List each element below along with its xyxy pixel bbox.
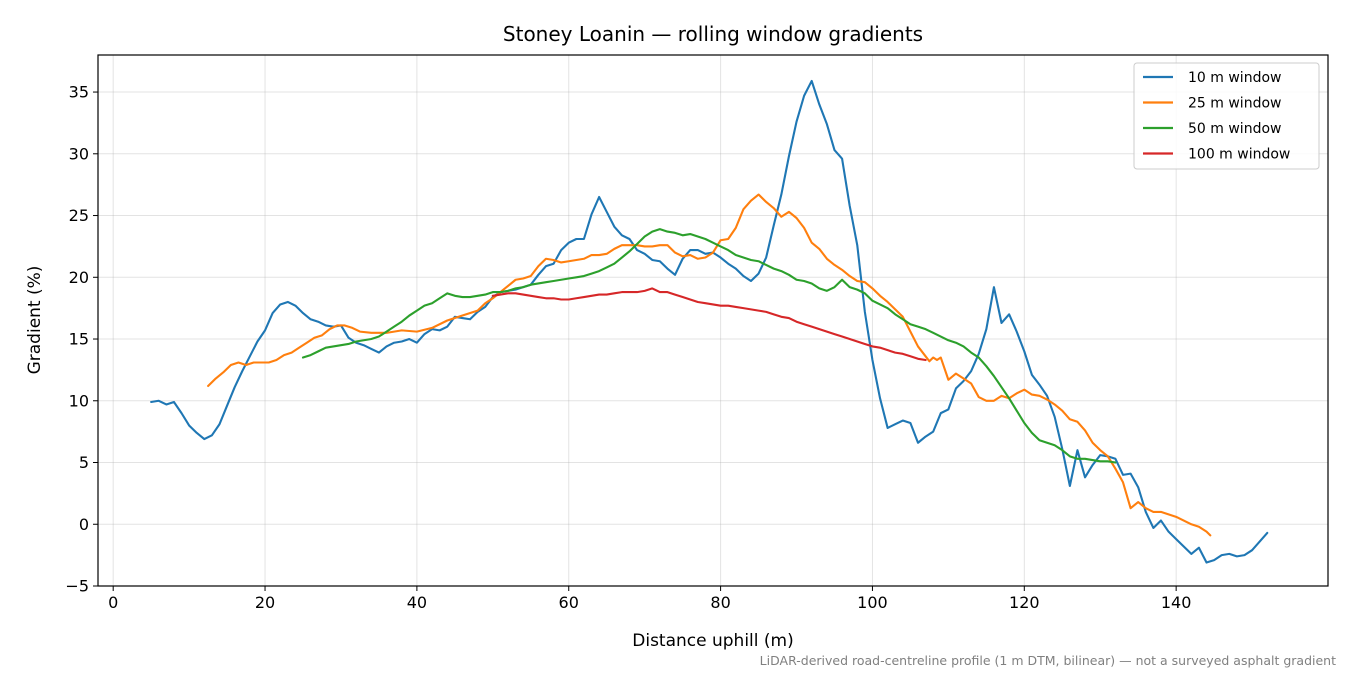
- y-tick-label: 15: [69, 330, 89, 349]
- x-tick-label: 60: [559, 593, 579, 612]
- y-tick-label: 5: [79, 453, 89, 472]
- legend-label: 100 m window: [1188, 147, 1290, 163]
- series-line-25-m-window: [207, 193, 1212, 537]
- y-tick-label: 20: [69, 268, 89, 287]
- x-tick-label: 120: [1009, 593, 1040, 612]
- y-tick-label: 10: [69, 391, 89, 410]
- x-tick-label: 100: [857, 593, 888, 612]
- x-axis-ticks: 0 20 40 60 80 100 120 140: [108, 586, 1191, 612]
- x-tick-label: 80: [710, 593, 730, 612]
- y-tick-label: 35: [69, 83, 89, 102]
- legend-box: [1133, 62, 1320, 170]
- footnote: LiDAR-derived road-centreline profile (1…: [760, 653, 1336, 668]
- x-tick-label: 20: [255, 593, 275, 612]
- x-tick-label: 140: [1161, 593, 1192, 612]
- series-lines: [150, 79, 1269, 564]
- x-tick-label: 40: [407, 593, 427, 612]
- y-axis-ticks: −5 0 5 10 15 20 25 30 35: [65, 83, 98, 596]
- series-line-100-m-window: [491, 287, 927, 362]
- plot-frame: [97, 54, 1329, 587]
- x-tick-label: 0: [108, 593, 118, 612]
- x-axis-title: Distance uphill (m): [632, 631, 793, 651]
- y-tick-label: 30: [69, 144, 89, 163]
- y-axis-title: Gradient (%): [25, 266, 45, 375]
- y-tick-label: 0: [79, 515, 89, 534]
- y-tick-label: −5: [65, 577, 89, 596]
- legend-label: 50 m window: [1188, 121, 1281, 137]
- legend-label: 10 m window: [1188, 70, 1281, 86]
- legend-label: 25 m window: [1188, 96, 1281, 112]
- y-tick-label: 25: [69, 206, 89, 225]
- series-line-50-m-window: [301, 228, 1117, 464]
- legend: 10 m window 25 m window 50 m window 100 m w…: [1133, 62, 1320, 170]
- chart-title: Stoney Loanin — rolling window gradients: [503, 22, 923, 46]
